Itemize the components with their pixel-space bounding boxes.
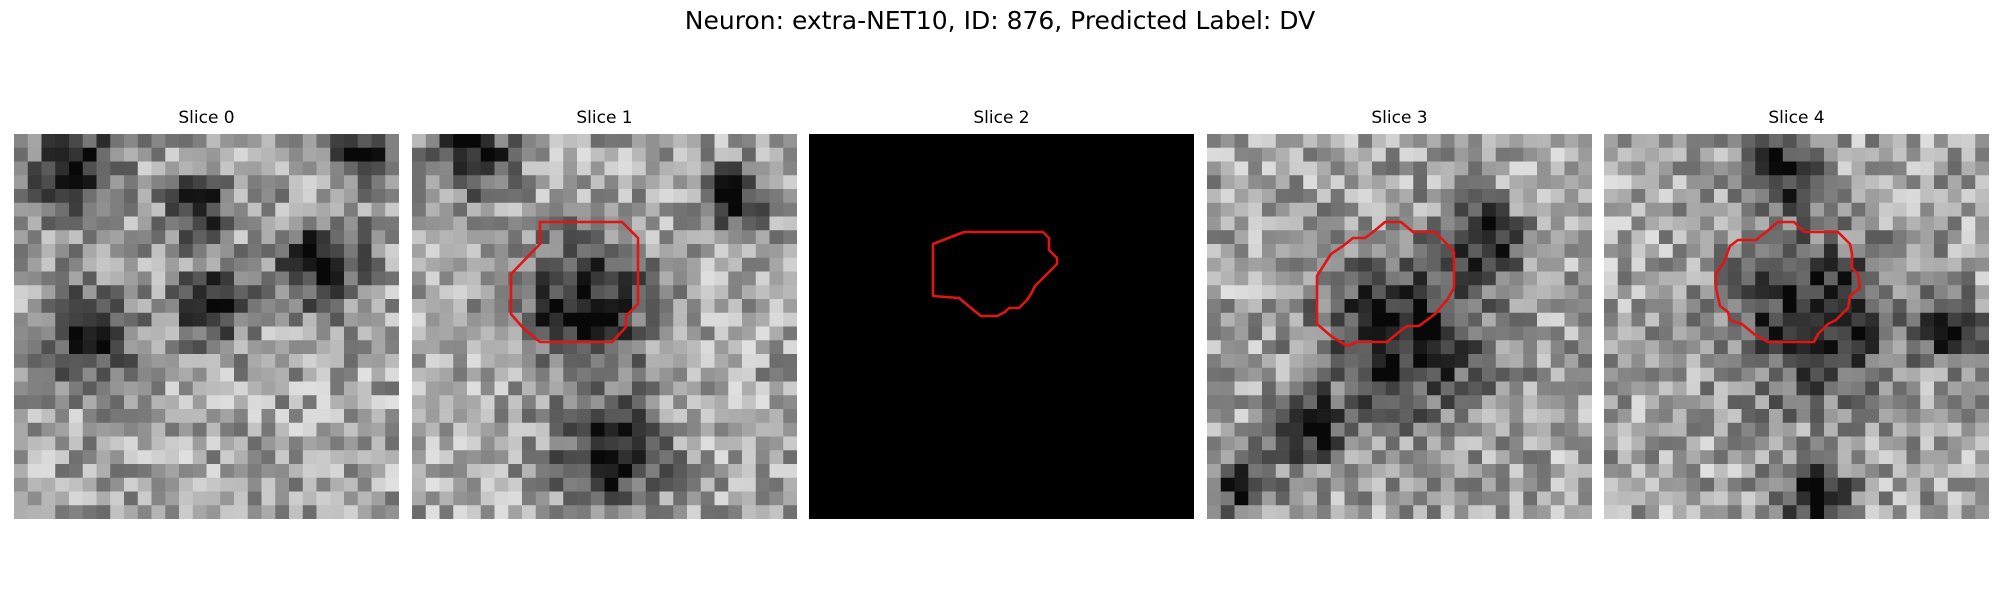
neuron-contour — [1714, 220, 1862, 344]
slice-title: Slice 1 — [576, 108, 633, 128]
slice-canvas — [14, 134, 399, 519]
black-background — [809, 134, 1194, 519]
neuron-contour — [931, 230, 1059, 318]
grayscale-slice-image — [1604, 134, 1989, 519]
slice-canvas — [1604, 134, 1989, 519]
pixel-grid — [1207, 134, 1592, 519]
pixel-grid — [1604, 134, 1989, 519]
pixel-grid — [412, 134, 797, 519]
pixel-grid — [14, 134, 399, 519]
black-slice-image — [1207, 134, 1592, 519]
neuron-contour — [1315, 220, 1456, 348]
slice-canvas — [809, 134, 1194, 519]
slice-canvas — [1207, 134, 1592, 519]
figure-title: Neuron: extra-NET10, ID: 876, Predicted … — [684, 6, 1316, 35]
neuron-contour — [509, 220, 640, 344]
slice-title: Slice 2 — [973, 108, 1030, 128]
slice-title: Slice 0 — [178, 108, 235, 128]
slice-title: Slice 4 — [1768, 108, 1825, 128]
grayscale-slice-image — [14, 134, 399, 519]
slice-canvas — [412, 134, 797, 519]
black-slice-image — [809, 134, 1194, 519]
slice-title: Slice 3 — [1371, 108, 1428, 128]
grayscale-slice-image — [412, 134, 797, 519]
